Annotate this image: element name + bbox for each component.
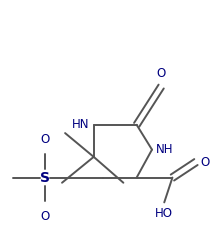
Text: O: O <box>200 155 209 169</box>
Text: HN: HN <box>72 118 90 131</box>
Text: NH: NH <box>156 143 174 156</box>
Text: O: O <box>157 67 166 80</box>
Text: O: O <box>40 133 49 146</box>
Text: S: S <box>40 171 50 184</box>
Text: O: O <box>40 210 49 223</box>
Text: HO: HO <box>155 207 173 220</box>
